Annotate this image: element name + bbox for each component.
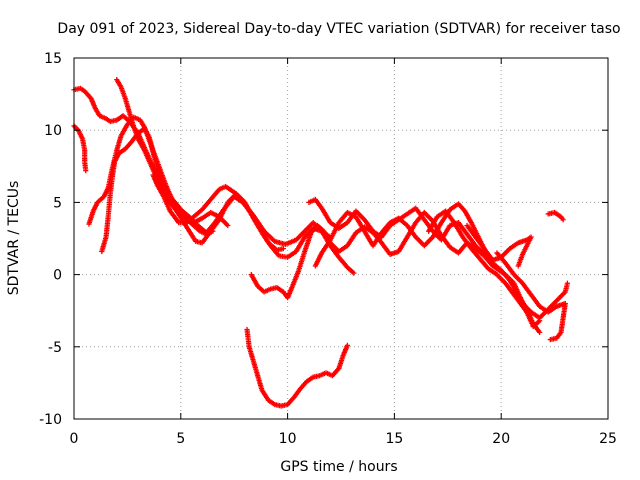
grid (74, 58, 608, 419)
data-point (526, 312, 532, 318)
data-point (83, 168, 89, 174)
x-tick-label: 5 (176, 431, 185, 447)
data-point (351, 270, 357, 276)
plot-frame (73, 57, 609, 420)
y-tick-label: -5 (48, 340, 62, 356)
data-point (560, 217, 566, 223)
x-tick-label: 0 (70, 431, 79, 447)
series-track-m (494, 250, 568, 343)
series-track-n (511, 280, 571, 321)
x-tick-label: 15 (385, 431, 403, 447)
x-tick-label: 25 (599, 431, 617, 447)
series-track-h (244, 326, 351, 409)
data-point (515, 263, 521, 269)
series-track-l (464, 222, 534, 269)
data-point (225, 222, 231, 229)
y-axis-label: SDTVAR / TECUs (6, 181, 22, 296)
x-tick-label: 20 (492, 431, 510, 447)
y-tick-label: -10 (39, 412, 62, 428)
data-point (344, 342, 351, 348)
series-track-f (150, 172, 286, 253)
series-track-o (545, 209, 566, 223)
x-axis-label: GPS time / hours (280, 459, 397, 475)
y-tick-label: 5 (53, 195, 62, 211)
y-tick-label: 0 (53, 268, 62, 284)
axis-ticks: 0 5 10 15 20 25 -10 -5 0 5 10 15 (39, 51, 617, 447)
data-point (564, 280, 571, 286)
x-tick-label: 10 (279, 431, 297, 447)
y-tick-label: 10 (44, 123, 62, 139)
data-point (537, 329, 543, 335)
data-point (280, 246, 286, 252)
chart-title: Day 091 of 2023, Sidereal Day-to-day VTE… (57, 21, 620, 37)
y-tick-label: 15 (44, 51, 62, 67)
data-point (547, 336, 553, 343)
